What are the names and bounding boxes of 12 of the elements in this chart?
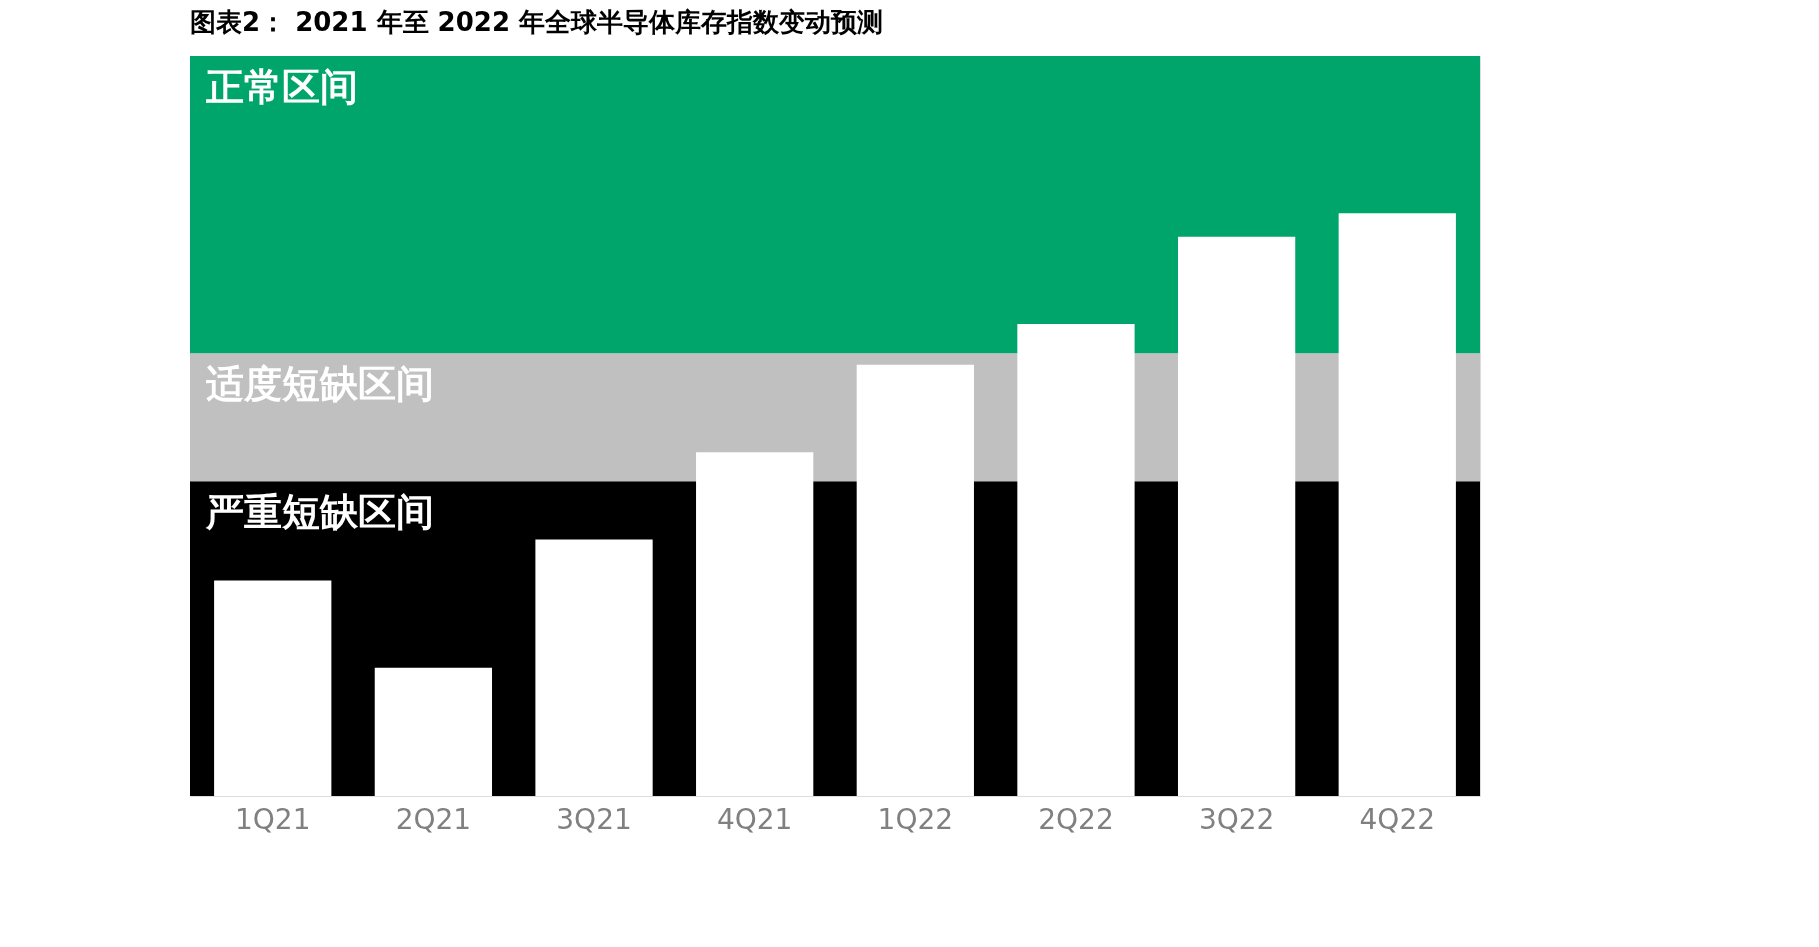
x-tick-label: 1Q22 — [877, 802, 954, 836]
x-tick-label: 4Q22 — [1359, 802, 1436, 836]
x-tick-label: 2Q22 — [1038, 802, 1114, 836]
x-tick-label: 3Q22 — [1198, 802, 1275, 836]
x-tick-label: 2Q21 — [395, 802, 472, 836]
band-label: 严重短缺区间 — [205, 489, 434, 535]
x-tick-label: 4Q21 — [716, 802, 793, 836]
band-label: 适度短缺区间 — [206, 361, 434, 407]
chart-title: 图表2： 2021 年至 2022 年全球半导体库存指数变动预测 — [190, 7, 884, 37]
x-tick-label: 1Q21 — [234, 802, 311, 836]
x-tick-label: 3Q21 — [556, 802, 632, 836]
band-label: 正常区间 — [206, 64, 358, 109]
